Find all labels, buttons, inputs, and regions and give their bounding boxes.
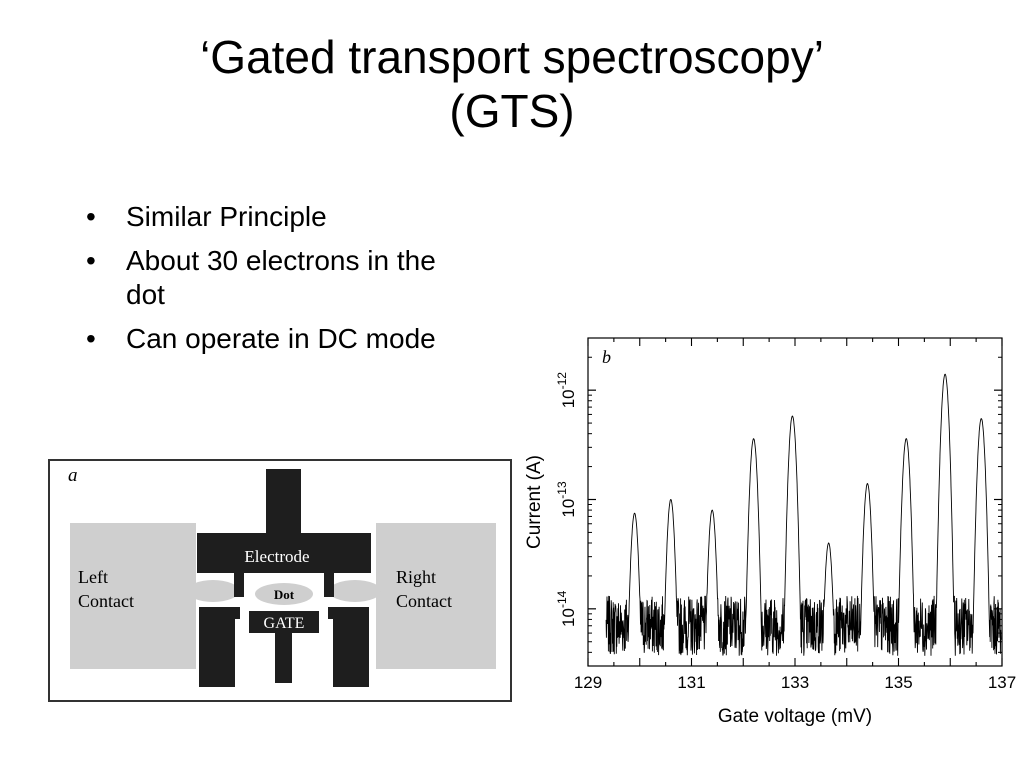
- left-tunnel-lead: [187, 580, 239, 602]
- gate-pad: [249, 611, 319, 633]
- electrode-label: Electrode: [244, 547, 309, 566]
- bullet-list: Similar Principle About 30 electrons in …: [84, 200, 464, 366]
- current-chart-figure: b 10-14 10-13 10-12 129 131 133 135 137 Curren…: [512, 330, 1024, 730]
- y-axis-label: Current (A): [524, 455, 545, 549]
- dot-label: Dot: [274, 587, 295, 602]
- quantum-dot: [255, 583, 313, 605]
- gate-lead: [275, 631, 292, 683]
- current-chart: b 10-14 10-13 10-12 129 131 133 135 137 Curren…: [524, 337, 1016, 727]
- panel-label-a: a: [68, 465, 78, 486]
- electrode-stem: [266, 469, 301, 539]
- title-line-2: (GTS): [449, 85, 575, 137]
- title-line-1: ‘Gated transport spectroscopy’: [200, 31, 824, 83]
- bullet-item: About 30 electrons in the dot: [84, 244, 464, 312]
- right-contact-label-line-2: Contact: [396, 591, 452, 611]
- left-contact-label-line-2: Contact: [78, 591, 134, 611]
- current-trace: [605, 373, 1002, 656]
- y-tick-label: 10-12: [555, 372, 578, 409]
- electrode-bar: [197, 533, 371, 573]
- left-contact-region: [70, 523, 196, 669]
- bullet-item: Can operate in DC mode: [84, 322, 464, 356]
- left-contact-label-line-1: Left: [78, 567, 108, 587]
- y-tick-label: 10-14: [555, 590, 578, 627]
- x-tick-label: 135: [884, 673, 912, 692]
- electrode-left-finger: [234, 571, 244, 597]
- right-contact-region: [376, 523, 496, 669]
- x-axis-label: Gate voltage (mV): [718, 706, 872, 727]
- device-schematic-figure: a Left Contact Right Contact Electrode D…: [48, 459, 512, 702]
- lower-left-electrode: [199, 607, 235, 687]
- y-tick-label: 10-13: [555, 481, 578, 518]
- gate-label: GATE: [264, 615, 305, 632]
- lower-right-electrode: [333, 607, 369, 687]
- x-tick-label: 137: [988, 673, 1016, 692]
- device-schematic: a Left Contact Right Contact Electrode D…: [68, 465, 496, 687]
- bullet-item: Similar Principle: [84, 200, 464, 234]
- right-contact-label-line-1: Right: [396, 567, 436, 587]
- lower-right-tab: [328, 607, 342, 619]
- right-tunnel-lead: [329, 580, 381, 602]
- electrode-right-finger: [324, 571, 334, 597]
- x-tick-label: 131: [677, 673, 705, 692]
- x-tick-label: 129: [574, 673, 602, 692]
- panel-label-b: b: [602, 347, 611, 367]
- x-tick-label: 133: [781, 673, 809, 692]
- slide-title: ‘Gated transport spectroscopy’ (GTS): [0, 30, 1024, 138]
- lower-left-tab: [226, 607, 240, 619]
